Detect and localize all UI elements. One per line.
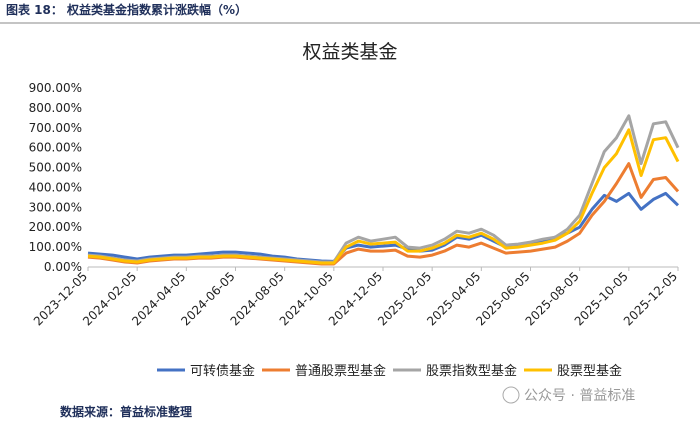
y-tick-label: 300.00%	[29, 200, 82, 214]
legend-label: 股票指数型基金	[426, 363, 517, 379]
watermark-icon	[502, 386, 520, 404]
y-tick-label: 700.00%	[29, 121, 82, 135]
y-tick-label: 900.00%	[29, 81, 82, 95]
y-tick-label: 600.00%	[29, 141, 82, 155]
y-tick-label: 500.00%	[29, 161, 82, 175]
y-tick-label: 200.00%	[29, 220, 82, 234]
y-tick-label: 800.00%	[29, 101, 82, 115]
y-tick-label: 100.00%	[29, 240, 82, 254]
series-line	[87, 128, 680, 265]
series-line	[87, 191, 680, 263]
watermark-group: 公众号 · 普益标准	[502, 386, 635, 404]
legend-label: 股票型基金	[557, 363, 622, 379]
y-tick-label: 400.00%	[29, 180, 82, 194]
legend-label: 普通股票型基金	[295, 363, 386, 379]
legend-label: 可转债基金	[190, 363, 255, 379]
header-title: 图表 18： 权益类基金指数累计涨跌幅（%）	[6, 2, 247, 17]
y-tick-label: 0.00%	[44, 260, 82, 274]
series-line	[87, 114, 680, 264]
watermark: 公众号 · 普益标准	[524, 388, 635, 404]
chart-title: 权益类基金	[302, 41, 397, 63]
footer-source: 数据来源：普益标准整理	[60, 404, 192, 419]
